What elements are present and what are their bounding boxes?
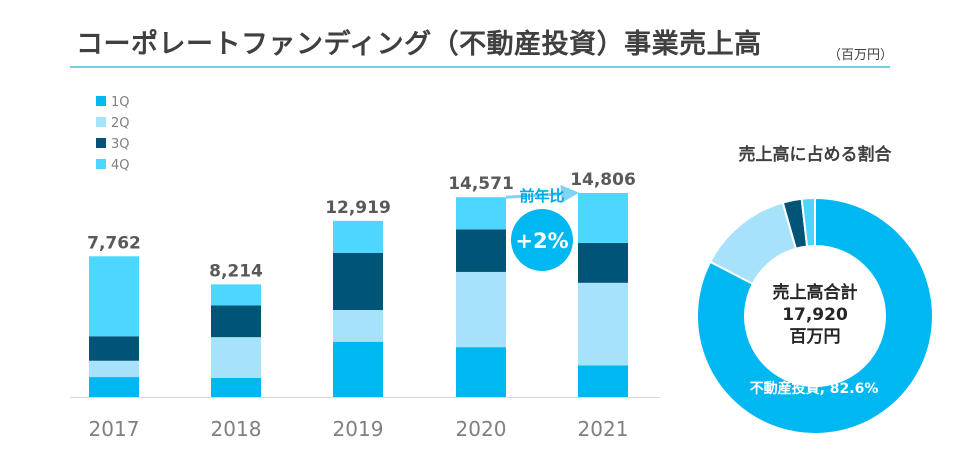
bar-2021-2Q xyxy=(578,282,628,366)
yoy-value: +2% xyxy=(515,229,568,253)
x-axis-ticks: 2017 2018 2019 2020 2021 xyxy=(89,417,629,441)
x-tick-2018: 2018 xyxy=(211,417,262,441)
yoy-label: 前年比 xyxy=(519,187,564,205)
donut-center-line1: 売上高合計 xyxy=(773,282,858,303)
donut-center-line3: 百万円 xyxy=(790,327,841,347)
bar-2019-1Q xyxy=(333,341,383,397)
total-label-2019: 12,919 xyxy=(325,198,391,218)
bar-2019-3Q xyxy=(333,252,383,310)
x-tick-2017: 2017 xyxy=(89,417,140,441)
bar-2018-2Q xyxy=(211,337,261,378)
legend-swatch-3Q xyxy=(96,138,106,148)
yoy-annotation: 前年比 +2% xyxy=(505,184,579,271)
unit-label: （百万円） xyxy=(828,48,894,63)
legend-swatch-1Q xyxy=(96,96,106,106)
donut-center-line2: 17,920 xyxy=(782,305,848,325)
page-title: コーポレートファンディング（不動産投資）事業売上高 xyxy=(76,29,762,60)
x-tick-2019: 2019 xyxy=(333,417,384,441)
bar-group xyxy=(70,192,660,398)
legend-label-1Q: 1Q xyxy=(111,95,130,110)
donut-slice-0 xyxy=(696,196,934,435)
x-tick-2021: 2021 xyxy=(578,417,629,441)
bar-2020-4Q xyxy=(456,197,506,230)
total-label-2020: 14,571 xyxy=(448,174,514,194)
x-tick-2020: 2020 xyxy=(456,417,507,441)
bar-2020-3Q xyxy=(456,229,506,272)
total-labels: 7,762 8,214 12,919 14,571 14,806 xyxy=(87,170,636,281)
bar-2020-2Q xyxy=(456,271,506,348)
title-underline xyxy=(70,66,890,68)
bar-2021-3Q xyxy=(578,242,628,283)
yoy-arrow xyxy=(505,184,579,203)
total-label-2017: 7,762 xyxy=(87,233,141,253)
bar-2021-1Q xyxy=(578,365,628,397)
legend-label-3Q: 3Q xyxy=(111,137,130,152)
bar-2018-3Q xyxy=(211,305,261,338)
bar-2018-4Q xyxy=(211,284,261,306)
bar-2021-4Q xyxy=(578,192,628,243)
legend-swatch-4Q xyxy=(96,159,106,169)
bar-2017-4Q xyxy=(89,256,139,337)
total-label-2021: 14,806 xyxy=(570,170,636,190)
donut-slice-label-0: 不動産投資, 82.6% xyxy=(750,380,879,397)
legend-label-2Q: 2Q xyxy=(111,116,130,131)
donut-slice-3 xyxy=(800,196,816,248)
legend-swatch-2Q xyxy=(96,117,106,127)
donut-title: 売上高に占める割合 xyxy=(739,144,893,165)
total-label-2018: 8,214 xyxy=(209,261,263,281)
bar-2018-1Q xyxy=(211,377,261,397)
legend-label-4Q: 4Q xyxy=(111,158,130,173)
bar-2019-4Q xyxy=(333,220,383,253)
bar-2017-1Q xyxy=(89,377,139,397)
bar-2020-1Q xyxy=(456,347,506,397)
bar-2017-3Q xyxy=(89,336,139,361)
bar-2017-2Q xyxy=(89,360,139,378)
yoy-bubble xyxy=(511,209,573,271)
bar-2019-2Q xyxy=(333,310,383,342)
legend: 1Q 2Q 3Q 4Q xyxy=(96,95,130,173)
